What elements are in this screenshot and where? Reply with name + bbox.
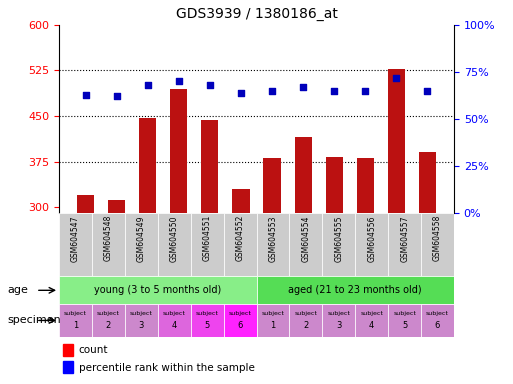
Text: count: count (79, 345, 108, 355)
Bar (92, 304, 125, 337)
Point (268, 88, 276, 94)
Text: 3: 3 (139, 321, 144, 330)
FancyBboxPatch shape (59, 213, 92, 276)
Text: 6: 6 (238, 321, 243, 330)
Text: 5: 5 (402, 321, 407, 330)
Bar (256, 304, 289, 337)
FancyBboxPatch shape (355, 213, 388, 276)
Bar (201, 120, 219, 384)
Text: subject: subject (64, 311, 87, 316)
Point (237, 89, 245, 96)
Text: subject: subject (97, 311, 120, 316)
Text: GSM604554: GSM604554 (301, 215, 310, 262)
Text: subject: subject (360, 311, 383, 316)
Text: 4: 4 (171, 321, 177, 330)
Text: 6: 6 (435, 321, 440, 330)
Bar (125, 304, 158, 337)
Bar (63, 344, 73, 356)
Bar (108, 200, 125, 384)
Text: GSM604550: GSM604550 (170, 215, 179, 262)
Point (206, 82, 214, 88)
Bar (139, 118, 156, 384)
Text: subject: subject (262, 311, 284, 316)
Text: GSM604547: GSM604547 (71, 215, 80, 262)
Text: subject: subject (163, 311, 186, 316)
Point (392, 74, 401, 81)
Point (174, 78, 183, 84)
Point (82, 91, 90, 98)
Bar (158, 304, 191, 337)
Text: GSM604558: GSM604558 (433, 215, 442, 262)
Text: subject: subject (294, 311, 318, 316)
FancyBboxPatch shape (92, 213, 125, 276)
FancyBboxPatch shape (191, 213, 224, 276)
Point (423, 88, 431, 94)
Text: aged (21 to 23 months old): aged (21 to 23 months old) (288, 285, 422, 295)
Text: 1: 1 (73, 321, 78, 330)
Text: 3: 3 (336, 321, 342, 330)
FancyBboxPatch shape (125, 213, 158, 276)
Text: subject: subject (327, 311, 350, 316)
Text: 4: 4 (369, 321, 374, 330)
Bar (170, 89, 187, 384)
Bar (357, 159, 374, 384)
Point (299, 84, 307, 90)
Bar (256, 276, 454, 304)
Bar (59, 276, 256, 304)
Text: GSM604552: GSM604552 (235, 215, 245, 262)
Text: GSM604555: GSM604555 (334, 215, 343, 262)
Bar (224, 304, 256, 337)
Bar (294, 137, 312, 384)
Bar (191, 304, 224, 337)
Text: GSM604556: GSM604556 (367, 215, 376, 262)
Text: subject: subject (426, 311, 449, 316)
FancyBboxPatch shape (256, 213, 289, 276)
Text: GSM604549: GSM604549 (137, 215, 146, 262)
Bar (419, 152, 436, 384)
Bar (59, 304, 92, 337)
Bar (421, 304, 454, 337)
Bar (326, 157, 343, 384)
Point (144, 82, 152, 88)
Point (330, 88, 339, 94)
FancyBboxPatch shape (158, 213, 191, 276)
Bar (77, 195, 94, 384)
Text: GSM604551: GSM604551 (203, 215, 212, 262)
Text: GSM604553: GSM604553 (268, 215, 278, 262)
Bar (264, 159, 281, 384)
Text: 2: 2 (303, 321, 308, 330)
Title: GDS3939 / 1380186_at: GDS3939 / 1380186_at (175, 7, 338, 21)
Point (112, 93, 121, 99)
Text: 2: 2 (106, 321, 111, 330)
Text: young (3 to 5 months old): young (3 to 5 months old) (94, 285, 222, 295)
Text: 5: 5 (205, 321, 210, 330)
Text: subject: subject (393, 311, 416, 316)
Bar (388, 304, 421, 337)
Bar (63, 361, 73, 373)
Text: subject: subject (130, 311, 153, 316)
Text: GSM604548: GSM604548 (104, 215, 113, 262)
FancyBboxPatch shape (388, 213, 421, 276)
Text: age: age (8, 285, 29, 295)
FancyBboxPatch shape (421, 213, 454, 276)
Bar (322, 304, 355, 337)
Bar (388, 69, 405, 384)
FancyBboxPatch shape (289, 213, 322, 276)
Text: specimen: specimen (8, 315, 62, 326)
FancyBboxPatch shape (322, 213, 355, 276)
Bar (289, 304, 322, 337)
Bar (355, 304, 388, 337)
Text: subject: subject (195, 311, 219, 316)
Text: GSM604557: GSM604557 (400, 215, 409, 262)
Bar (232, 189, 249, 384)
Point (361, 88, 369, 94)
Text: 1: 1 (270, 321, 275, 330)
Text: subject: subject (229, 311, 251, 316)
Text: percentile rank within the sample: percentile rank within the sample (79, 362, 254, 372)
FancyBboxPatch shape (224, 213, 256, 276)
